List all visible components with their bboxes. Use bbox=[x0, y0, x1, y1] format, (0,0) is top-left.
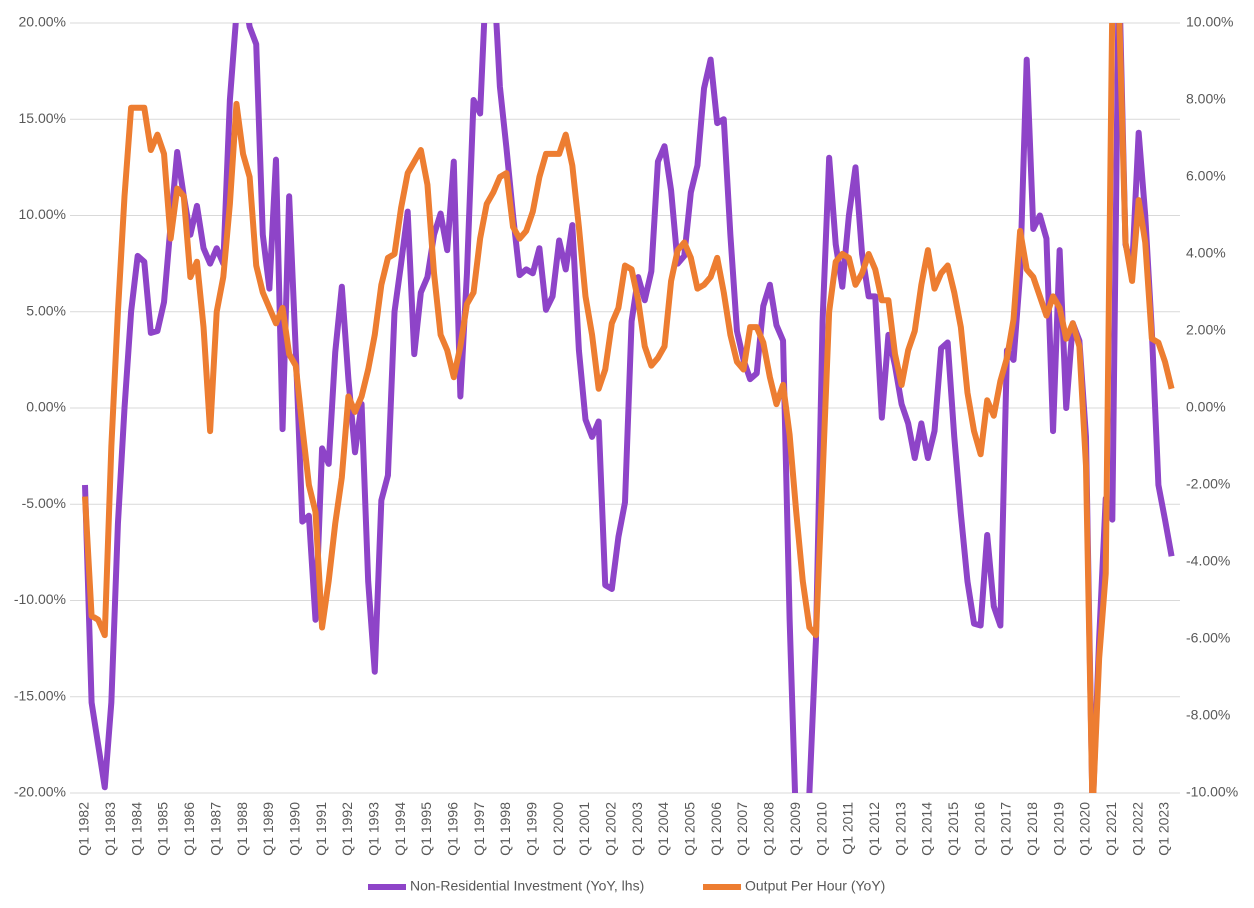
y-tick-label: -5.00% bbox=[22, 495, 66, 511]
x-tick-label: Q1 1987 bbox=[207, 802, 223, 856]
x-tick-label: Q1 1999 bbox=[524, 802, 540, 856]
x-tick-label: Q1 1988 bbox=[234, 802, 250, 856]
x-tick-label: Q1 1989 bbox=[260, 802, 276, 856]
x-tick-label: Q1 2007 bbox=[734, 802, 750, 856]
x-tick-label: Q1 2017 bbox=[998, 802, 1014, 856]
x-tick-label: Q1 2004 bbox=[655, 802, 671, 856]
y2-tick-label: 0.00% bbox=[1186, 399, 1226, 415]
y-tick-label: 5.00% bbox=[26, 302, 66, 318]
legend-label: Output Per Hour (YoY) bbox=[745, 878, 885, 894]
y2-tick-label: 8.00% bbox=[1186, 91, 1226, 107]
labels: -20.00% -15.00% -10.00% -5.00% 0.00% 5.00% 10.… bbox=[14, 14, 1238, 894]
x-tick-label: Q1 1993 bbox=[365, 802, 381, 856]
x-tick-label: Q1 2011 bbox=[840, 802, 856, 855]
y-tick-label: 0.00% bbox=[26, 399, 66, 415]
y-tick-label: -20.00% bbox=[14, 784, 66, 800]
y2-tick-label: -4.00% bbox=[1186, 553, 1230, 569]
x-tick-label: Q1 2015 bbox=[945, 802, 961, 856]
y2-tick-label: 4.00% bbox=[1186, 245, 1226, 261]
y2-tick-label: 10.00% bbox=[1186, 14, 1233, 30]
x-tick-label: Q1 1985 bbox=[155, 802, 171, 856]
y2-tick-label: -2.00% bbox=[1186, 476, 1230, 492]
series-line bbox=[82, 23, 1175, 793]
y2-tick-label: 6.00% bbox=[1186, 168, 1226, 184]
x-tick-label: Q1 2016 bbox=[971, 802, 987, 856]
x-tick-label: Q1 2018 bbox=[1024, 802, 1040, 856]
x-tick-label: Q1 2021 bbox=[1103, 802, 1119, 856]
x-tick-label: Q1 2020 bbox=[1077, 802, 1093, 856]
x-tick-label: Q1 1998 bbox=[497, 802, 513, 856]
x-tick-label: Q1 1984 bbox=[128, 802, 144, 856]
x-tick-label: Q1 2006 bbox=[708, 802, 724, 856]
x-tick-label: Q1 2012 bbox=[866, 802, 882, 856]
x-tick-label: Q1 1990 bbox=[286, 802, 302, 856]
x-tick-label: Q1 2008 bbox=[761, 802, 777, 856]
x-tick-label: Q1 1994 bbox=[392, 802, 408, 856]
x-tick-label: Q1 1995 bbox=[418, 802, 434, 856]
y2-tick-label: -10.00% bbox=[1186, 784, 1238, 800]
x-tick-label: Q1 2003 bbox=[629, 802, 645, 856]
x-tick-label: Q1 1986 bbox=[181, 802, 197, 856]
x-tick-label: Q1 2005 bbox=[682, 802, 698, 856]
x-tick-label: Q1 2019 bbox=[1050, 802, 1066, 856]
y-tick-label: 10.00% bbox=[19, 206, 66, 222]
y-tick-label: 20.00% bbox=[19, 14, 66, 30]
x-tick-label: Q1 2022 bbox=[1129, 802, 1145, 856]
x-tick-label: Q1 1982 bbox=[76, 802, 92, 856]
x-tick-label: Q1 2002 bbox=[603, 802, 619, 856]
x-tick-label: Q1 2023 bbox=[1156, 802, 1172, 856]
y2-tick-label: -6.00% bbox=[1186, 630, 1230, 646]
x-tick-label: Q1 2010 bbox=[813, 802, 829, 856]
x-tick-label: Q1 2009 bbox=[787, 802, 803, 856]
x-tick-label: Q1 2013 bbox=[892, 802, 908, 856]
legend-label: Non-Residential Investment (YoY, lhs) bbox=[410, 878, 644, 894]
series-line bbox=[82, 23, 1175, 793]
x-tick-label: Q1 1997 bbox=[471, 802, 487, 856]
plot-area bbox=[82, 23, 1175, 793]
y2-tick-label: -8.00% bbox=[1186, 707, 1230, 723]
y-tick-label: -15.00% bbox=[14, 687, 66, 703]
x-tick-label: Q1 1992 bbox=[339, 802, 355, 856]
y-tick-label: 15.00% bbox=[19, 110, 66, 126]
x-tick-label: Q1 1996 bbox=[444, 802, 460, 856]
y-tick-label: -10.00% bbox=[14, 591, 66, 607]
y2-tick-label: 2.00% bbox=[1186, 322, 1226, 338]
x-tick-label: Q1 1991 bbox=[313, 802, 329, 856]
x-tick-label: Q1 2014 bbox=[919, 802, 935, 856]
x-tick-label: Q1 2000 bbox=[550, 802, 566, 856]
x-tick-label: Q1 1983 bbox=[102, 802, 118, 856]
x-tick-label: Q1 2001 bbox=[576, 802, 592, 856]
